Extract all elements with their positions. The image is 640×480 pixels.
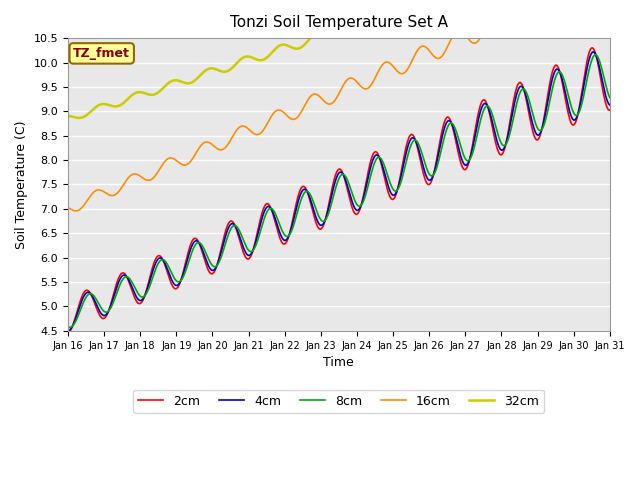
16cm [423,46,431,51]
4cm [245,252,253,258]
16cm [172,157,179,163]
8cm [591,52,599,58]
8cm [246,248,253,254]
4cm [64,328,72,334]
2cm [541,107,549,113]
4cm [172,282,179,288]
2cm [423,180,431,186]
2cm [588,45,596,51]
4cm [606,102,614,108]
16cm [72,208,79,214]
Line: 4cm: 4cm [68,52,610,331]
Text: TZ_fmet: TZ_fmet [74,47,130,60]
8cm [494,132,502,137]
8cm [66,324,74,330]
2cm [64,330,72,336]
32cm [172,77,179,83]
32cm [246,54,253,60]
Legend: 2cm, 4cm, 8cm, 16cm, 32cm: 2cm, 4cm, 8cm, 16cm, 32cm [133,390,544,413]
16cm [542,10,550,15]
X-axis label: Time: Time [323,356,354,369]
4cm [493,140,501,146]
8cm [185,259,193,264]
2cm [493,146,501,152]
4cm [423,174,431,180]
8cm [423,167,431,173]
32cm [76,115,83,121]
4cm [184,253,192,259]
2cm [245,256,253,262]
16cm [494,12,502,18]
8cm [172,277,179,283]
2cm [184,249,192,254]
4cm [541,111,549,117]
32cm [185,81,193,86]
2cm [172,286,179,291]
16cm [64,204,72,210]
2cm [606,107,614,113]
32cm [64,113,72,119]
8cm [542,116,550,122]
Line: 8cm: 8cm [68,55,610,327]
Line: 16cm: 16cm [68,0,610,211]
Line: 32cm: 32cm [68,0,610,118]
Y-axis label: Soil Temperature (C): Soil Temperature (C) [15,120,28,249]
8cm [606,95,614,100]
4cm [589,49,597,55]
16cm [246,127,253,132]
Line: 2cm: 2cm [68,48,610,333]
16cm [185,160,193,166]
8cm [64,324,72,329]
Title: Tonzi Soil Temperature Set A: Tonzi Soil Temperature Set A [230,15,448,30]
